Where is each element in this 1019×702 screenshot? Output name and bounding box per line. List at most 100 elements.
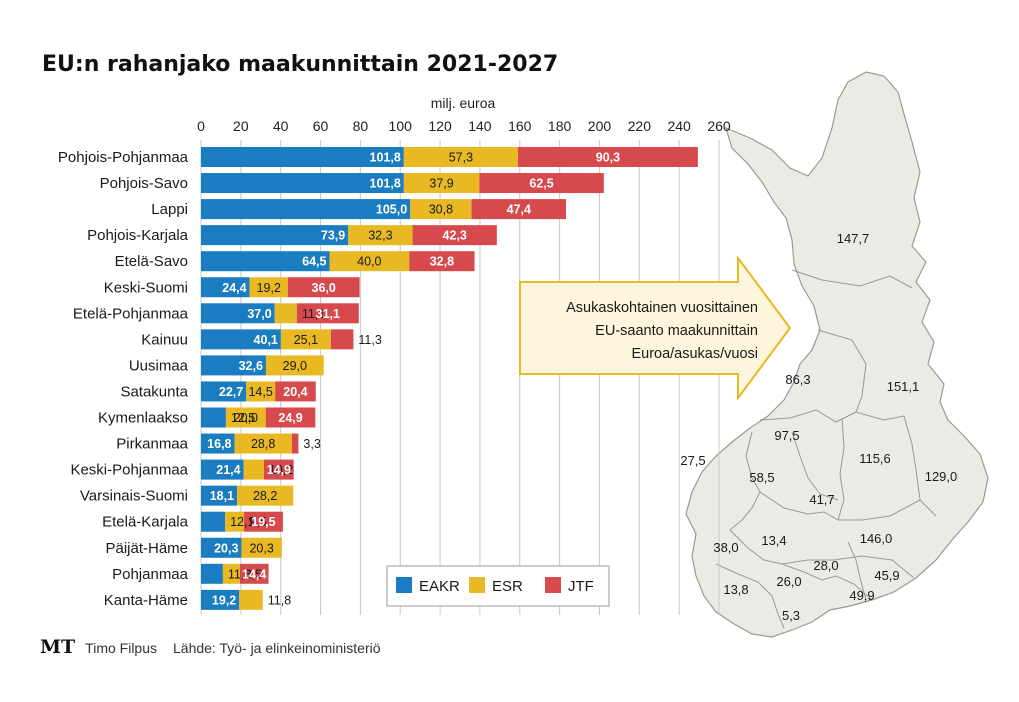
- bar-segment-esr: [237, 485, 294, 506]
- bar-segment-jtf: [244, 511, 283, 532]
- map-region-value: 49,9: [849, 588, 874, 603]
- data-label: 11,1: [302, 307, 325, 321]
- legend-swatch-esr: [469, 577, 485, 593]
- map-region-value: 147,7: [837, 231, 870, 246]
- x-tick-label: 160: [508, 118, 532, 134]
- data-label: 9,5: [249, 515, 266, 529]
- bar-segment-jtf: [265, 407, 316, 428]
- map-region-value: 13,8: [723, 582, 748, 597]
- x-tick-label: 260: [707, 118, 731, 134]
- data-label: 24,4: [222, 281, 246, 295]
- chart-title: EU:n rahanjako maakunnittain 2021-2027: [42, 52, 559, 77]
- data-label: 62,5: [529, 177, 553, 191]
- category-label: Satakunta: [120, 383, 188, 400]
- bar-segment-eakr: [201, 277, 250, 298]
- category-label: Pirkanmaa: [116, 436, 188, 453]
- bar-segment-eakr: [201, 355, 266, 376]
- data-label: 32,8: [430, 255, 454, 269]
- source: Lähde: Työ- ja elinkeinoministeriö: [173, 640, 381, 656]
- bar-segment-jtf: [296, 303, 359, 324]
- bar-segment-jtf: [479, 173, 604, 194]
- data-label: 32,3: [368, 229, 392, 243]
- data-label: 14,5: [248, 385, 272, 399]
- x-tick-label: 80: [353, 118, 369, 134]
- bar-segment-eakr: [201, 511, 226, 532]
- category-label: Pohjois-Pohjanmaa: [58, 149, 189, 166]
- data-label: 12,1: [230, 515, 254, 529]
- data-label: 20,3: [214, 541, 238, 555]
- bar-segment-eakr: [201, 329, 281, 350]
- map-region-value: 5,3: [782, 608, 800, 623]
- category-label: Keski-Suomi: [104, 279, 188, 296]
- data-label: 37,9: [429, 177, 453, 191]
- bar-segment-jtf: [275, 381, 316, 402]
- category-label: Kymenlaakso: [98, 410, 188, 427]
- data-label: 36,0: [312, 281, 336, 295]
- gridlines: [200, 140, 720, 615]
- x-tick-label: 120: [428, 118, 452, 134]
- data-label: 42,3: [443, 229, 467, 243]
- x-tick-label: 40: [273, 118, 289, 134]
- x-tick-label: 20: [233, 118, 249, 134]
- callout-text: Euroa/asukas/vuosi: [631, 346, 758, 362]
- bar-segment-eakr: [201, 485, 238, 506]
- map-region-value: 38,0: [713, 540, 738, 555]
- data-label: 40,0: [357, 255, 381, 269]
- publisher-logo: MT: [40, 636, 76, 658]
- data-label: 20,0: [234, 411, 258, 425]
- bar-segment-eakr: [201, 199, 411, 220]
- x-tick-label: 180: [548, 118, 572, 134]
- legend: EAKR ESR JTF: [386, 565, 610, 607]
- bar-segment-eakr: [201, 433, 235, 454]
- bar-segment-eakr: [201, 563, 223, 584]
- bar-segment-jtf: [239, 563, 269, 584]
- data-label: 14,9: [267, 463, 291, 477]
- labels: 0 20 40 60 80 100 120 140 160 180 200 220 240 260 milj…: [58, 95, 957, 623]
- data-label: 28,8: [251, 437, 275, 451]
- category-label: Keski-Pohjanmaa: [70, 462, 188, 479]
- data-label: 25,1: [294, 333, 318, 347]
- callout-arrow: [519, 254, 792, 402]
- map-region-value: 28,0: [813, 558, 838, 573]
- bar-segment-jtf: [471, 199, 566, 220]
- x-tick-label: 220: [628, 118, 652, 134]
- map-region-value: 45,9: [874, 568, 899, 583]
- bar-segment-eakr: [201, 303, 275, 324]
- bar-segment-jtf: [263, 459, 294, 480]
- callout-text: Asukaskohtainen vuosittainen: [566, 300, 758, 316]
- data-label: 40,1: [254, 333, 278, 347]
- bar-segment-jtf: [412, 225, 497, 246]
- category-label: Kainuu: [141, 331, 188, 348]
- bar-segment-esr: [222, 563, 240, 584]
- bar-segment-jtf: [287, 277, 360, 298]
- bar-segment-esr: [243, 459, 264, 480]
- x-tick-label: 140: [468, 118, 492, 134]
- bar-segment-eakr: [201, 147, 404, 167]
- data-label: 31,1: [316, 307, 340, 321]
- category-label: Päijät-Häme: [105, 540, 188, 557]
- map-region-value: 115,6: [859, 451, 891, 466]
- category-label: Etelä-Pohjanmaa: [73, 305, 189, 322]
- map-region-value: 41,7: [809, 492, 834, 507]
- category-label: Etelä-Savo: [115, 253, 188, 270]
- bar-segment-esr: [249, 277, 288, 298]
- bar-segment-esr: [234, 433, 292, 454]
- data-label: 8,5: [245, 567, 262, 581]
- map-region-value: 97,5: [774, 428, 799, 443]
- data-label: 20,3: [249, 541, 273, 555]
- category-label: Pohjanmaa: [112, 566, 189, 583]
- map-region-value: 146,0: [860, 531, 893, 546]
- data-label: 19,5: [251, 515, 275, 529]
- data-label: 24,9: [278, 411, 302, 425]
- bar-segment-esr: [265, 355, 324, 376]
- bar-segment-esr: [246, 381, 276, 402]
- data-label: 29,0: [283, 359, 307, 373]
- data-label: 21,4: [216, 463, 240, 477]
- category-label: Kanta-Häme: [104, 592, 188, 609]
- map-region-value: 13,4: [761, 533, 786, 548]
- data-label: 47,4: [507, 203, 531, 217]
- map-region-value: 58,5: [749, 470, 774, 485]
- data-label: 19,2: [212, 593, 236, 607]
- category-label: Varsinais-Suomi: [80, 488, 188, 505]
